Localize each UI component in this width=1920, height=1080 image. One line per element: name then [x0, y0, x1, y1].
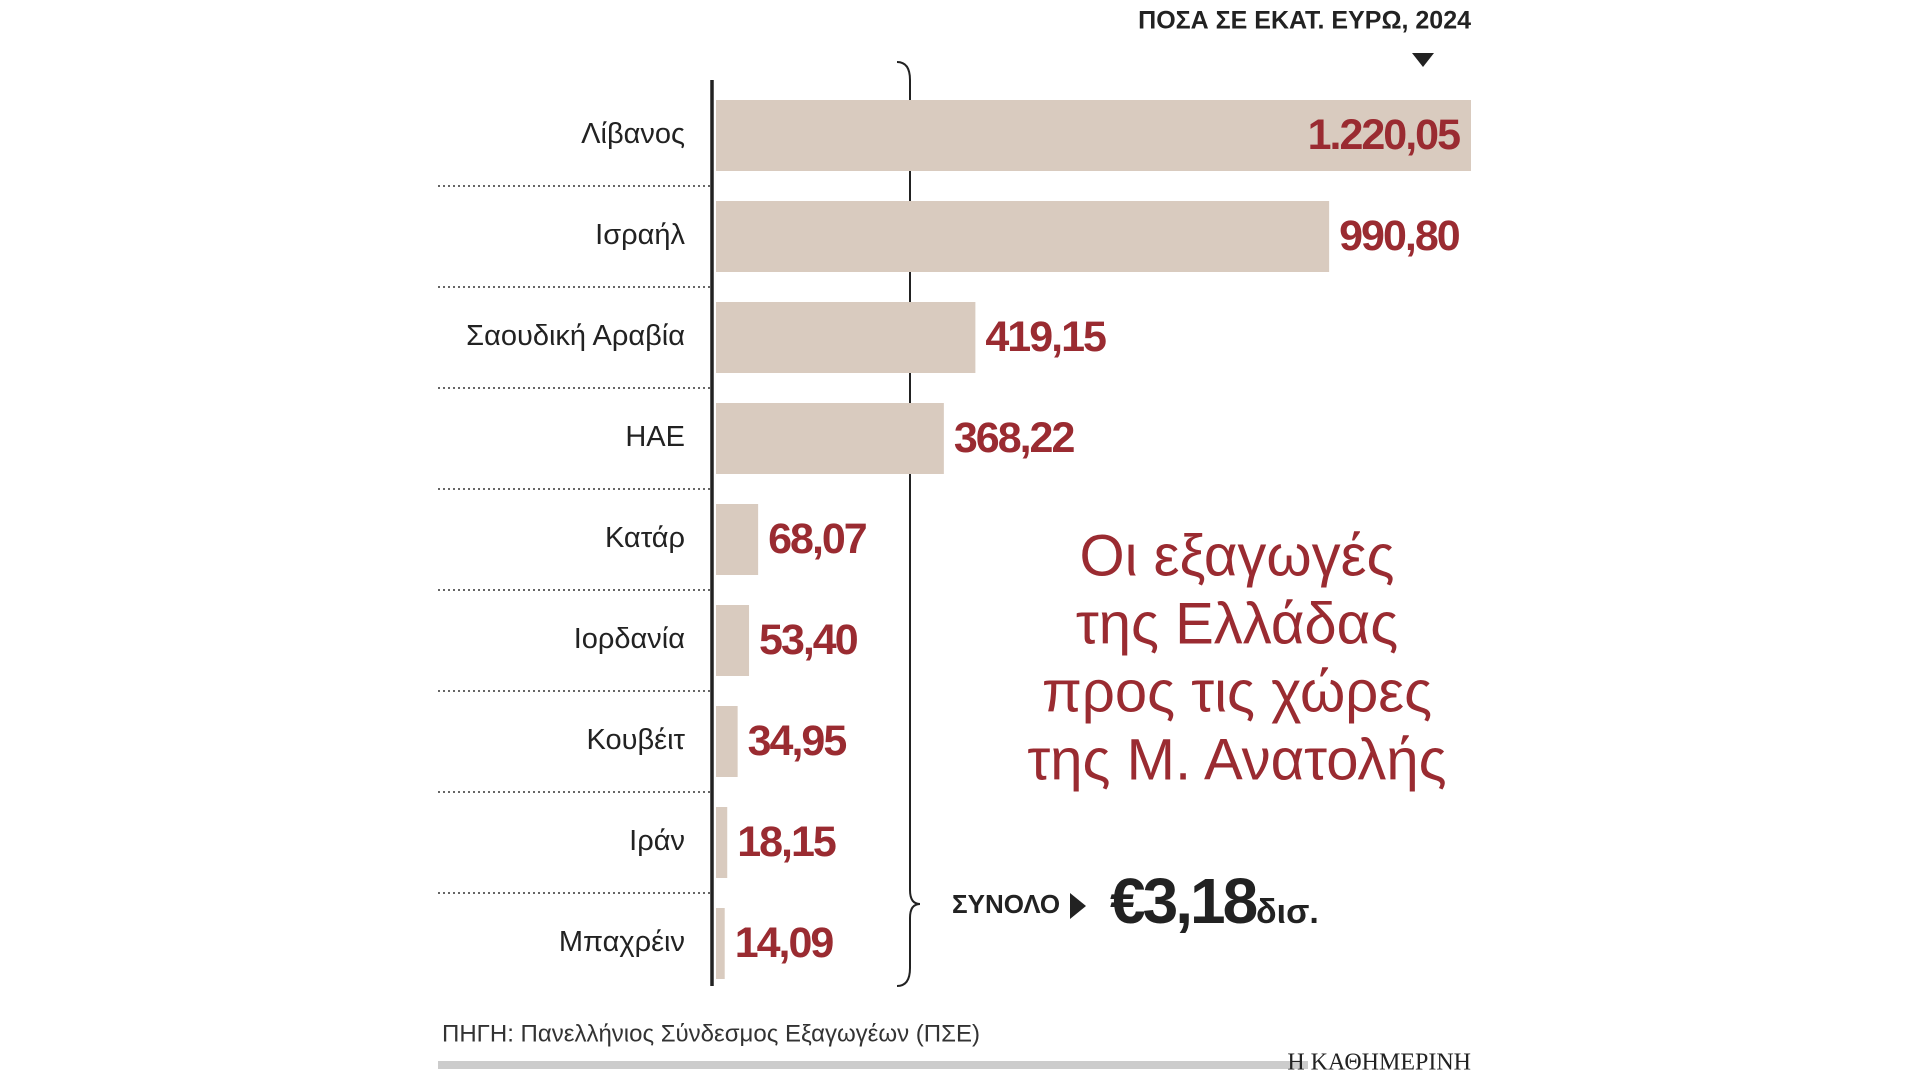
category-label: Μπαχρέιν: [559, 926, 685, 958]
title-line: προς τις χώρες: [1042, 659, 1432, 724]
value-label: 14,09: [735, 919, 834, 967]
bar: [716, 100, 1471, 171]
value-label: 368,22: [954, 414, 1075, 462]
total-pointer: [1070, 893, 1086, 919]
category-label: Ισραήλ: [595, 219, 685, 251]
category-label: ΗΑΕ: [625, 421, 685, 453]
category-label: Λίβανος: [581, 118, 685, 150]
category-label: Κουβέιτ: [587, 724, 686, 756]
value-label: 68,07: [768, 515, 867, 563]
value-label: 53,40: [759, 616, 858, 664]
total-unit: δισ.: [1256, 893, 1319, 931]
brand: Η ΚΑΘΗΜΕΡΙΝΗ: [1287, 1050, 1471, 1076]
category-label: Ιορδανία: [574, 623, 685, 655]
brace: [896, 61, 921, 987]
total-amount: €3,18: [1110, 865, 1257, 937]
source: ΠΗΓΗ: Πανελλήνιος Σύνδεσμος Εξαγωγέων (Π…: [442, 1020, 980, 1047]
bar: [716, 302, 976, 373]
bar: [716, 807, 728, 878]
value-label: 419,15: [985, 313, 1106, 361]
category-label: Ιράν: [629, 825, 685, 857]
bar: [716, 605, 750, 676]
value-label: 1.220,05: [1308, 111, 1460, 159]
title-line: Οι εξαγωγές: [1079, 523, 1394, 588]
bar: [716, 908, 725, 979]
bar: [716, 403, 944, 474]
unit-pointer: [1412, 53, 1434, 67]
bar: [716, 706, 738, 777]
value-label: 18,15: [737, 818, 836, 866]
bar: [716, 504, 759, 575]
bar: [716, 201, 1330, 272]
category-label: Σαουδική Αραβία: [466, 320, 685, 352]
category-label: Κατάρ: [605, 522, 685, 554]
value-label: 990,80: [1339, 212, 1460, 260]
unit-label: ΠΟΣΑ ΣΕ ΕΚΑΤ. ΕΥΡΩ, 2024: [1138, 7, 1471, 35]
title-line: της Μ. Ανατολής: [1027, 727, 1446, 792]
footer-bar: [438, 1061, 1308, 1069]
value-label: 34,95: [748, 717, 847, 765]
total-label: ΣΥΝΟΛΟ: [952, 889, 1060, 919]
title-line: της Ελλάδας: [1076, 591, 1398, 656]
